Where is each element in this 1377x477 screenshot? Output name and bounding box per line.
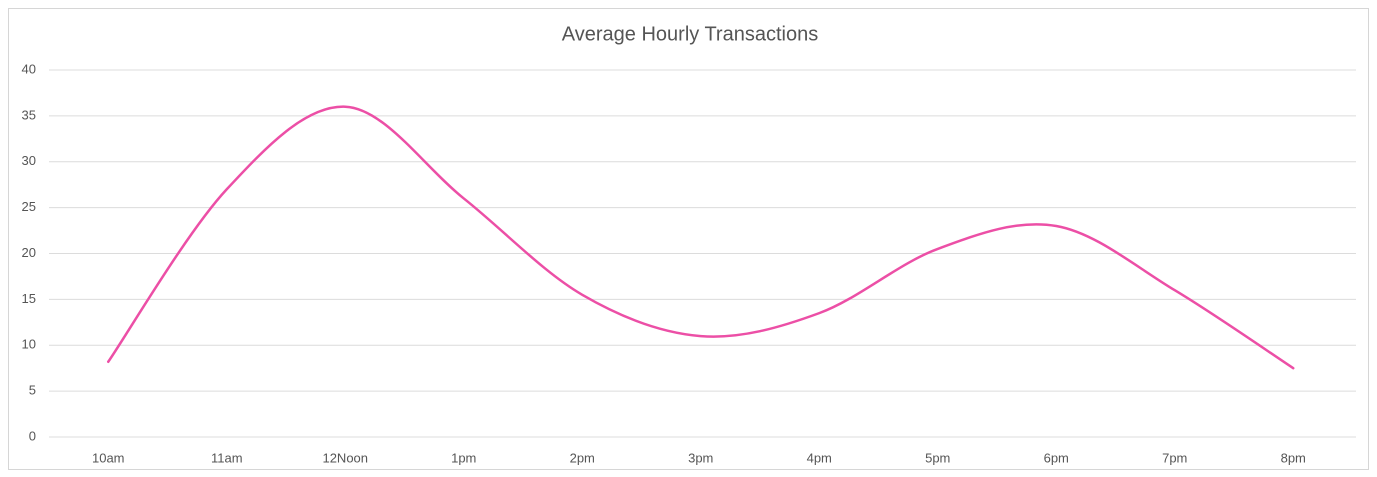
y-tick-label: 35 bbox=[22, 107, 36, 122]
x-tick-label: 8pm bbox=[1281, 450, 1306, 465]
y-tick-label: 0 bbox=[29, 428, 36, 443]
chart-frame bbox=[8, 8, 1369, 470]
y-tick-label: 40 bbox=[22, 61, 36, 76]
x-tick-label: 11am bbox=[211, 450, 243, 465]
x-tick-label: 6pm bbox=[1044, 450, 1069, 465]
x-tick-label: 2pm bbox=[570, 450, 595, 465]
x-tick-label: 1pm bbox=[451, 450, 476, 465]
x-tick-label: 5pm bbox=[925, 450, 950, 465]
y-tick-label: 10 bbox=[22, 337, 36, 352]
x-tick-label: 3pm bbox=[688, 450, 713, 465]
y-tick-label: 30 bbox=[22, 153, 36, 168]
x-tick-label: 10am bbox=[92, 450, 125, 465]
chart-title: Average Hourly Transactions bbox=[562, 23, 818, 45]
x-tick-label: 4pm bbox=[807, 450, 832, 465]
y-tick-label: 5 bbox=[29, 383, 36, 398]
line-series bbox=[107, 105, 1295, 370]
y-tick-label: 15 bbox=[22, 291, 36, 306]
x-tick-label: 7pm bbox=[1162, 450, 1187, 465]
y-tick-label: 25 bbox=[22, 199, 36, 214]
y-tick-label: 20 bbox=[22, 245, 36, 260]
x-tick-label: 12Noon bbox=[322, 450, 368, 465]
